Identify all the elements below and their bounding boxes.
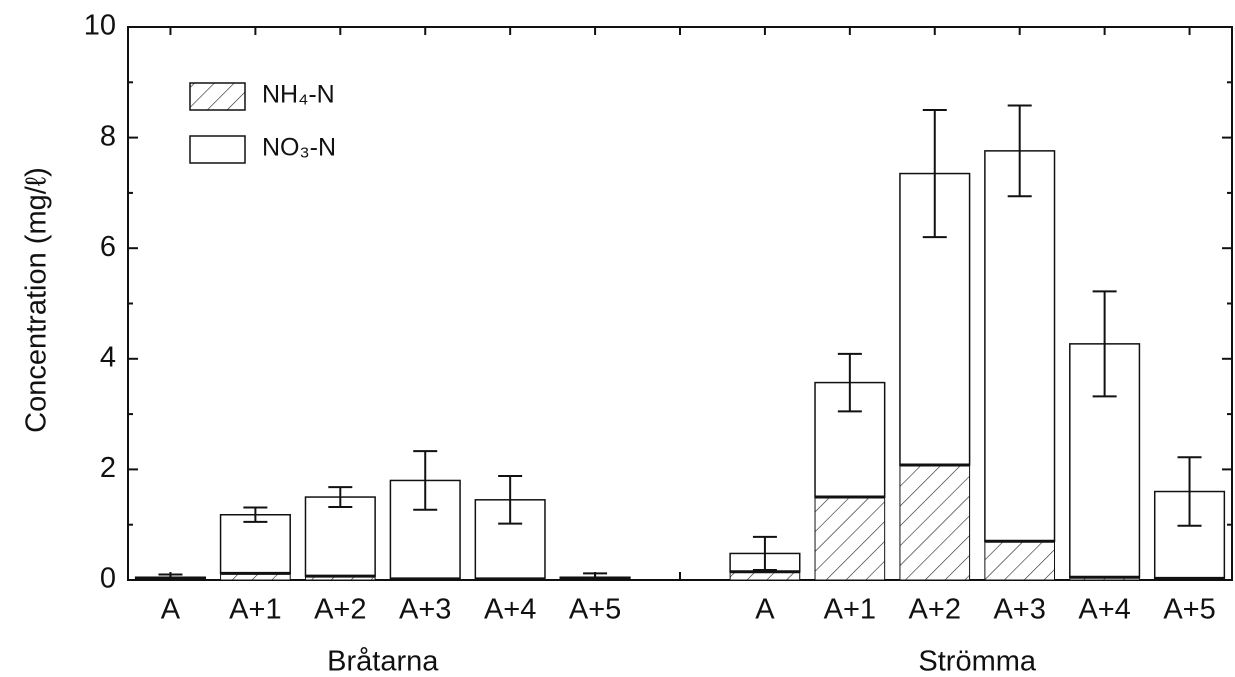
- y-tick-label: 8: [100, 120, 116, 152]
- bar-segment: [814, 496, 886, 581]
- bar-segment: [899, 464, 971, 581]
- bar-segment: [984, 150, 1056, 543]
- error-bar: [922, 108, 947, 239]
- x-tick-label: A: [161, 594, 181, 626]
- legend-label: NO₃-N: [262, 134, 336, 162]
- bar-segment: [984, 540, 1056, 581]
- bar-segment: [219, 513, 291, 575]
- error-bar: [413, 450, 438, 511]
- error-bar: [158, 573, 183, 581]
- legend-label: NH₄-N: [262, 81, 335, 109]
- error-bar: [752, 535, 777, 572]
- x-tick-label: A: [755, 594, 775, 626]
- error-bar: [583, 572, 608, 581]
- error-bar: [1092, 290, 1117, 398]
- group-label: Bråtarna: [327, 646, 439, 677]
- error-bar: [837, 352, 862, 413]
- x-tick-label: A+2: [314, 594, 366, 626]
- error-bar: [328, 486, 353, 509]
- x-tick-label: A+5: [1163, 594, 1215, 626]
- x-tick-label: A+3: [399, 594, 451, 626]
- error-bar: [1177, 456, 1202, 527]
- error-bar: [243, 506, 268, 523]
- y-tick-label: 4: [100, 341, 116, 373]
- legend-swatch: [189, 135, 246, 164]
- y-tick-label: 10: [84, 10, 116, 42]
- group-label: Strömma: [918, 646, 1037, 677]
- y-tick-label: 2: [100, 452, 116, 484]
- y-tick-label: 0: [100, 563, 116, 595]
- x-tick-label: A+3: [993, 594, 1045, 626]
- plot-frame: [127, 26, 1233, 581]
- y-tick-label: 6: [100, 231, 116, 263]
- x-tick-label: A+2: [909, 594, 961, 626]
- legend-swatch: [189, 82, 246, 111]
- bar-segment: [304, 496, 376, 577]
- x-tick-label: A+5: [569, 594, 621, 626]
- x-tick-label: A+1: [824, 594, 876, 626]
- x-tick-label: A+4: [484, 594, 536, 626]
- x-tick-label: A+4: [1078, 594, 1130, 626]
- y-axis-label: Concentration (mg/ℓ): [21, 167, 53, 433]
- error-bar: [1007, 104, 1032, 198]
- error-bar: [498, 475, 523, 525]
- x-tick-label: A+1: [229, 594, 281, 626]
